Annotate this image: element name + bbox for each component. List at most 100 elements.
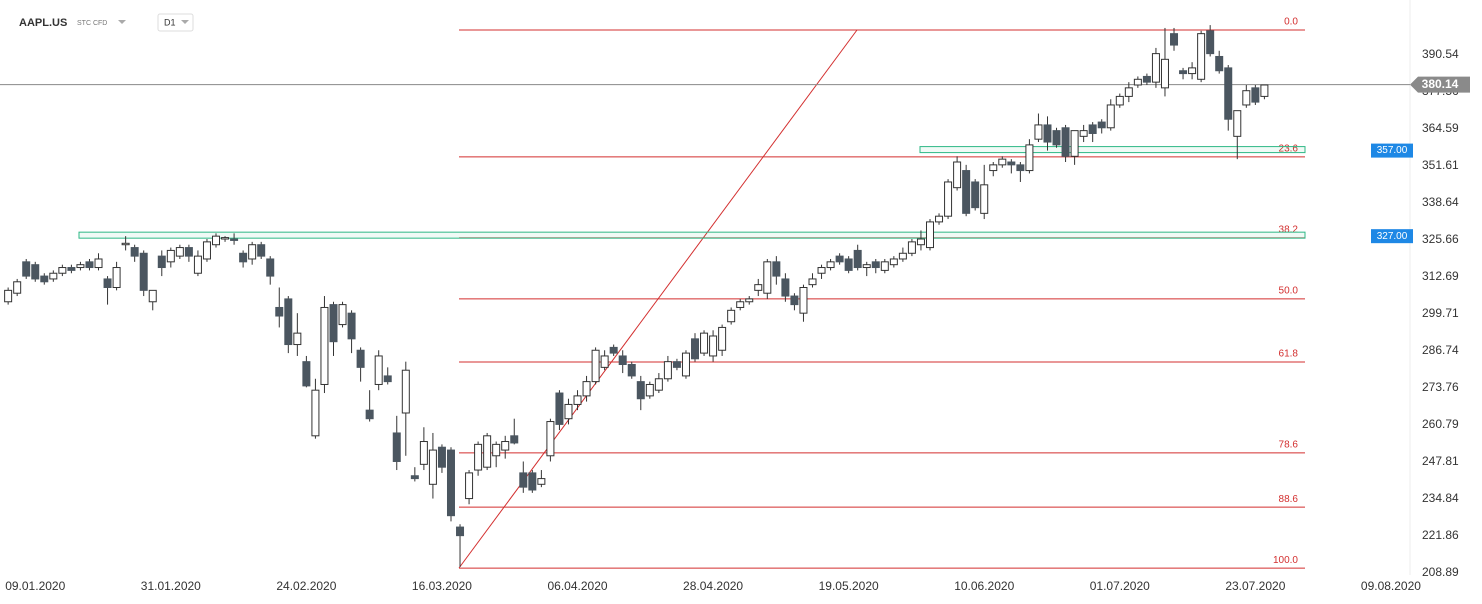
candle-body <box>284 298 293 346</box>
candle-body <box>248 244 257 260</box>
candle-body <box>4 289 13 303</box>
x-tick-label: 01.07.2020 <box>1090 579 1150 593</box>
candle-body <box>763 261 772 294</box>
candle-body <box>790 295 799 306</box>
candle-body <box>1070 130 1079 157</box>
x-tick-label: 31.01.2020 <box>141 579 201 593</box>
candle-body <box>663 361 672 380</box>
candle-body <box>221 237 230 240</box>
candle-body <box>636 381 645 400</box>
candle-body <box>437 446 446 468</box>
candle-body <box>374 355 383 385</box>
x-tick-label: 23.07.2020 <box>1225 579 1285 593</box>
candle-body <box>1097 121 1106 129</box>
candle-body <box>85 261 94 269</box>
candle-body <box>239 252 248 263</box>
candle-body <box>76 264 85 269</box>
candle-body <box>212 235 221 246</box>
candle-body <box>1034 124 1043 140</box>
candle-body <box>1224 67 1233 120</box>
candle-body <box>709 335 718 357</box>
fib-label: 88.6 <box>1279 494 1299 505</box>
candle-body <box>772 261 781 277</box>
candle-body <box>22 261 31 277</box>
candle-body <box>365 409 374 420</box>
candle-body <box>1016 164 1025 172</box>
candle-body <box>49 272 58 280</box>
y-tick-label: 273.76 <box>1422 380 1459 394</box>
candle-body <box>880 261 889 271</box>
candle-body <box>257 244 266 257</box>
candle-body <box>627 364 636 377</box>
candle-body <box>202 241 211 260</box>
interval-dropdown <box>181 20 189 24</box>
interval: D1 <box>164 17 176 27</box>
x-tick-label: 19.05.2020 <box>819 579 879 593</box>
candle-body <box>1215 55 1224 72</box>
candle-body <box>1079 130 1088 137</box>
level-zone <box>78 231 1306 239</box>
y-tick-label: 364.59 <box>1422 121 1459 135</box>
level-tag <box>1371 229 1413 244</box>
candle-body <box>1133 78 1142 86</box>
candle-body <box>1242 90 1251 106</box>
candle-body <box>962 170 971 214</box>
candle-body <box>1061 127 1070 157</box>
x-tick-label: 09.08.2020 <box>1361 579 1421 593</box>
candle-body <box>953 161 962 189</box>
candle-body <box>501 441 510 451</box>
candle-body <box>166 249 175 263</box>
candle-body <box>1260 84 1269 97</box>
candle-body <box>311 389 320 437</box>
candle-body <box>483 435 492 468</box>
candle-body <box>1170 33 1179 46</box>
candle-body <box>691 338 700 360</box>
candle-body <box>428 449 437 485</box>
candle-body <box>1233 110 1242 137</box>
x-tick-label: 10.06.2020 <box>954 579 1014 593</box>
candle-body <box>916 238 925 246</box>
candle-body <box>1142 75 1151 83</box>
level-tag <box>1371 143 1413 158</box>
candle-body <box>266 258 275 277</box>
candle-body <box>347 312 356 340</box>
candle-body <box>410 475 419 480</box>
candle-body <box>718 326 727 351</box>
x-tick-label: 24.02.2020 <box>276 579 336 593</box>
candle-body <box>275 306 284 317</box>
candle-body <box>862 264 871 269</box>
candle-body <box>1206 30 1215 55</box>
candle-body <box>844 258 853 271</box>
candle-body <box>67 267 76 271</box>
candle-body <box>193 255 202 274</box>
last-price-tag <box>1410 76 1470 93</box>
candle-body <box>148 289 157 303</box>
candle-body <box>230 238 239 241</box>
fib-label: 23.6 <box>1279 144 1299 155</box>
candle-body <box>944 181 953 217</box>
candle-body <box>1025 144 1034 172</box>
candle-body <box>1115 95 1124 106</box>
interval-select[interactable] <box>157 13 194 32</box>
candle-body <box>681 352 690 377</box>
symbol-dropdown[interactable] <box>118 20 126 24</box>
candle-body <box>1088 124 1097 134</box>
candle-body <box>103 278 112 288</box>
candle-body <box>1197 33 1206 80</box>
candle-body <box>700 332 709 354</box>
candle-body <box>645 383 654 397</box>
y-tick-label: 390.54 <box>1422 47 1459 61</box>
candle-body <box>971 181 980 209</box>
candle-body <box>989 164 998 172</box>
candle-body <box>356 349 365 368</box>
candle-body <box>537 478 546 485</box>
candle-body <box>980 184 989 214</box>
candle-body <box>112 267 121 289</box>
candle-body <box>293 332 302 346</box>
candle-body <box>889 258 898 266</box>
fib-label: 78.6 <box>1279 440 1299 451</box>
fib-label: 61.8 <box>1279 349 1299 360</box>
fib-label: 50.0 <box>1279 286 1299 297</box>
symbol: AAPL.US <box>19 17 67 29</box>
y-tick-label: 208.89 <box>1422 565 1459 579</box>
